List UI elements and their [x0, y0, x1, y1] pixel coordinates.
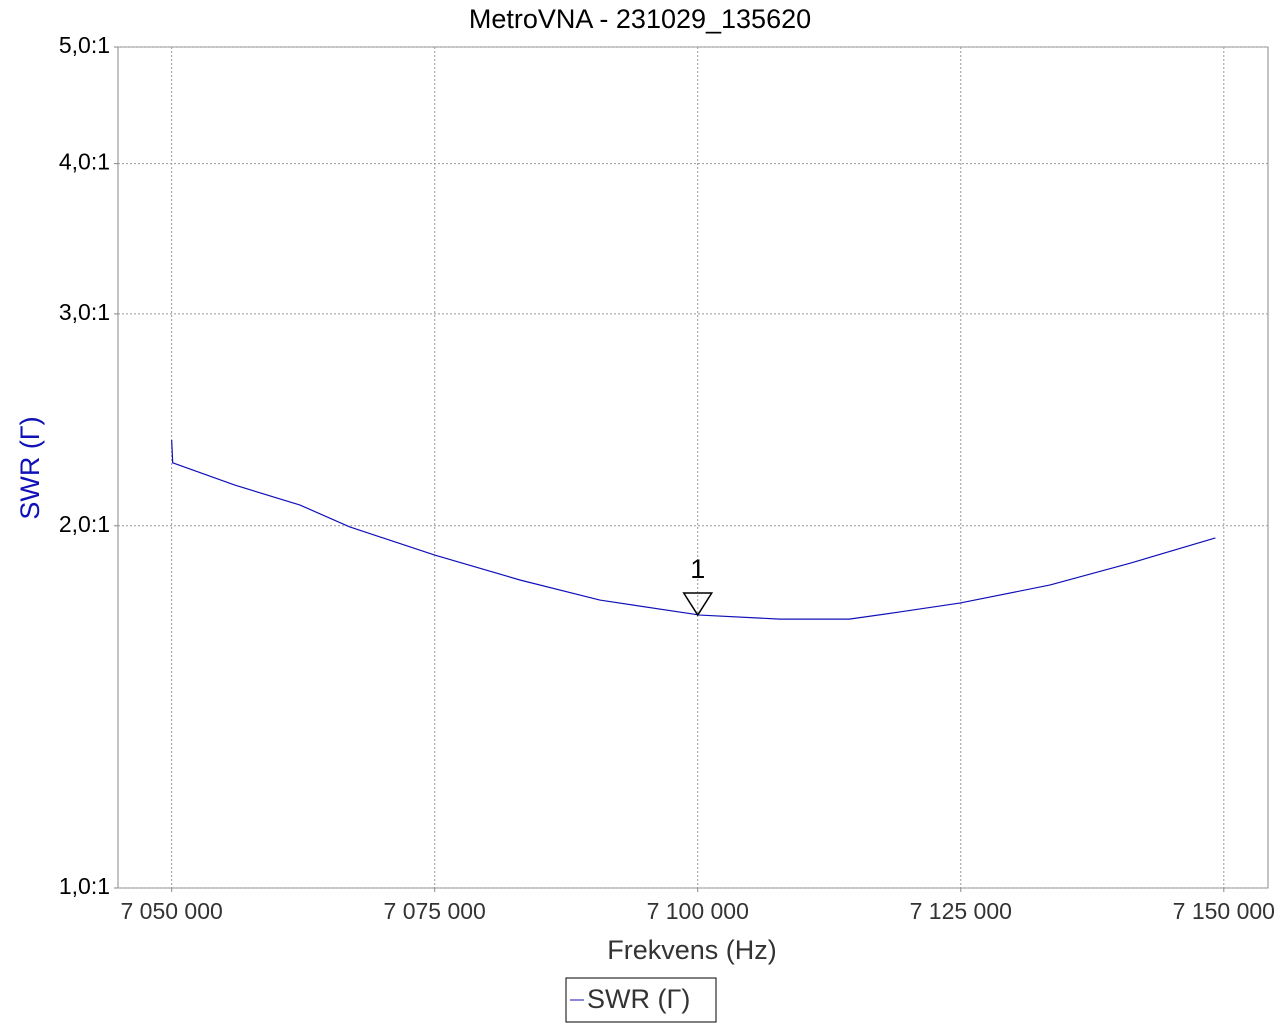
x-tick-label: 7 050 000	[120, 898, 222, 924]
legend-box	[565, 977, 717, 1023]
y-axis-label: SWR (Γ)	[15, 416, 45, 519]
x-tick-label: 7 125 000	[910, 898, 1012, 924]
series-line	[171, 439, 1216, 620]
y-tick-label: 1,0:1	[59, 873, 110, 899]
x-tick-label: 7 075 000	[384, 898, 486, 924]
y-tick-label: 4,0:1	[59, 149, 110, 175]
chart-title: MetroVNA - 231029_135620	[469, 4, 811, 34]
marker-triangle	[682, 592, 714, 617]
plot-frame	[117, 46, 1269, 889]
x-axis-label: Frekvens (Hz)	[607, 935, 777, 965]
x-tick-label: 7 100 000	[647, 898, 749, 924]
legend-label: SWR (Γ)	[587, 984, 690, 1014]
x-tick-label: 7 150 000	[1173, 898, 1275, 924]
marker-label: 1	[690, 554, 705, 584]
y-tick-label: 5,0:1	[59, 32, 110, 58]
y-tick-label: 2,0:1	[59, 511, 110, 537]
y-tick-label: 3,0:1	[59, 299, 110, 325]
